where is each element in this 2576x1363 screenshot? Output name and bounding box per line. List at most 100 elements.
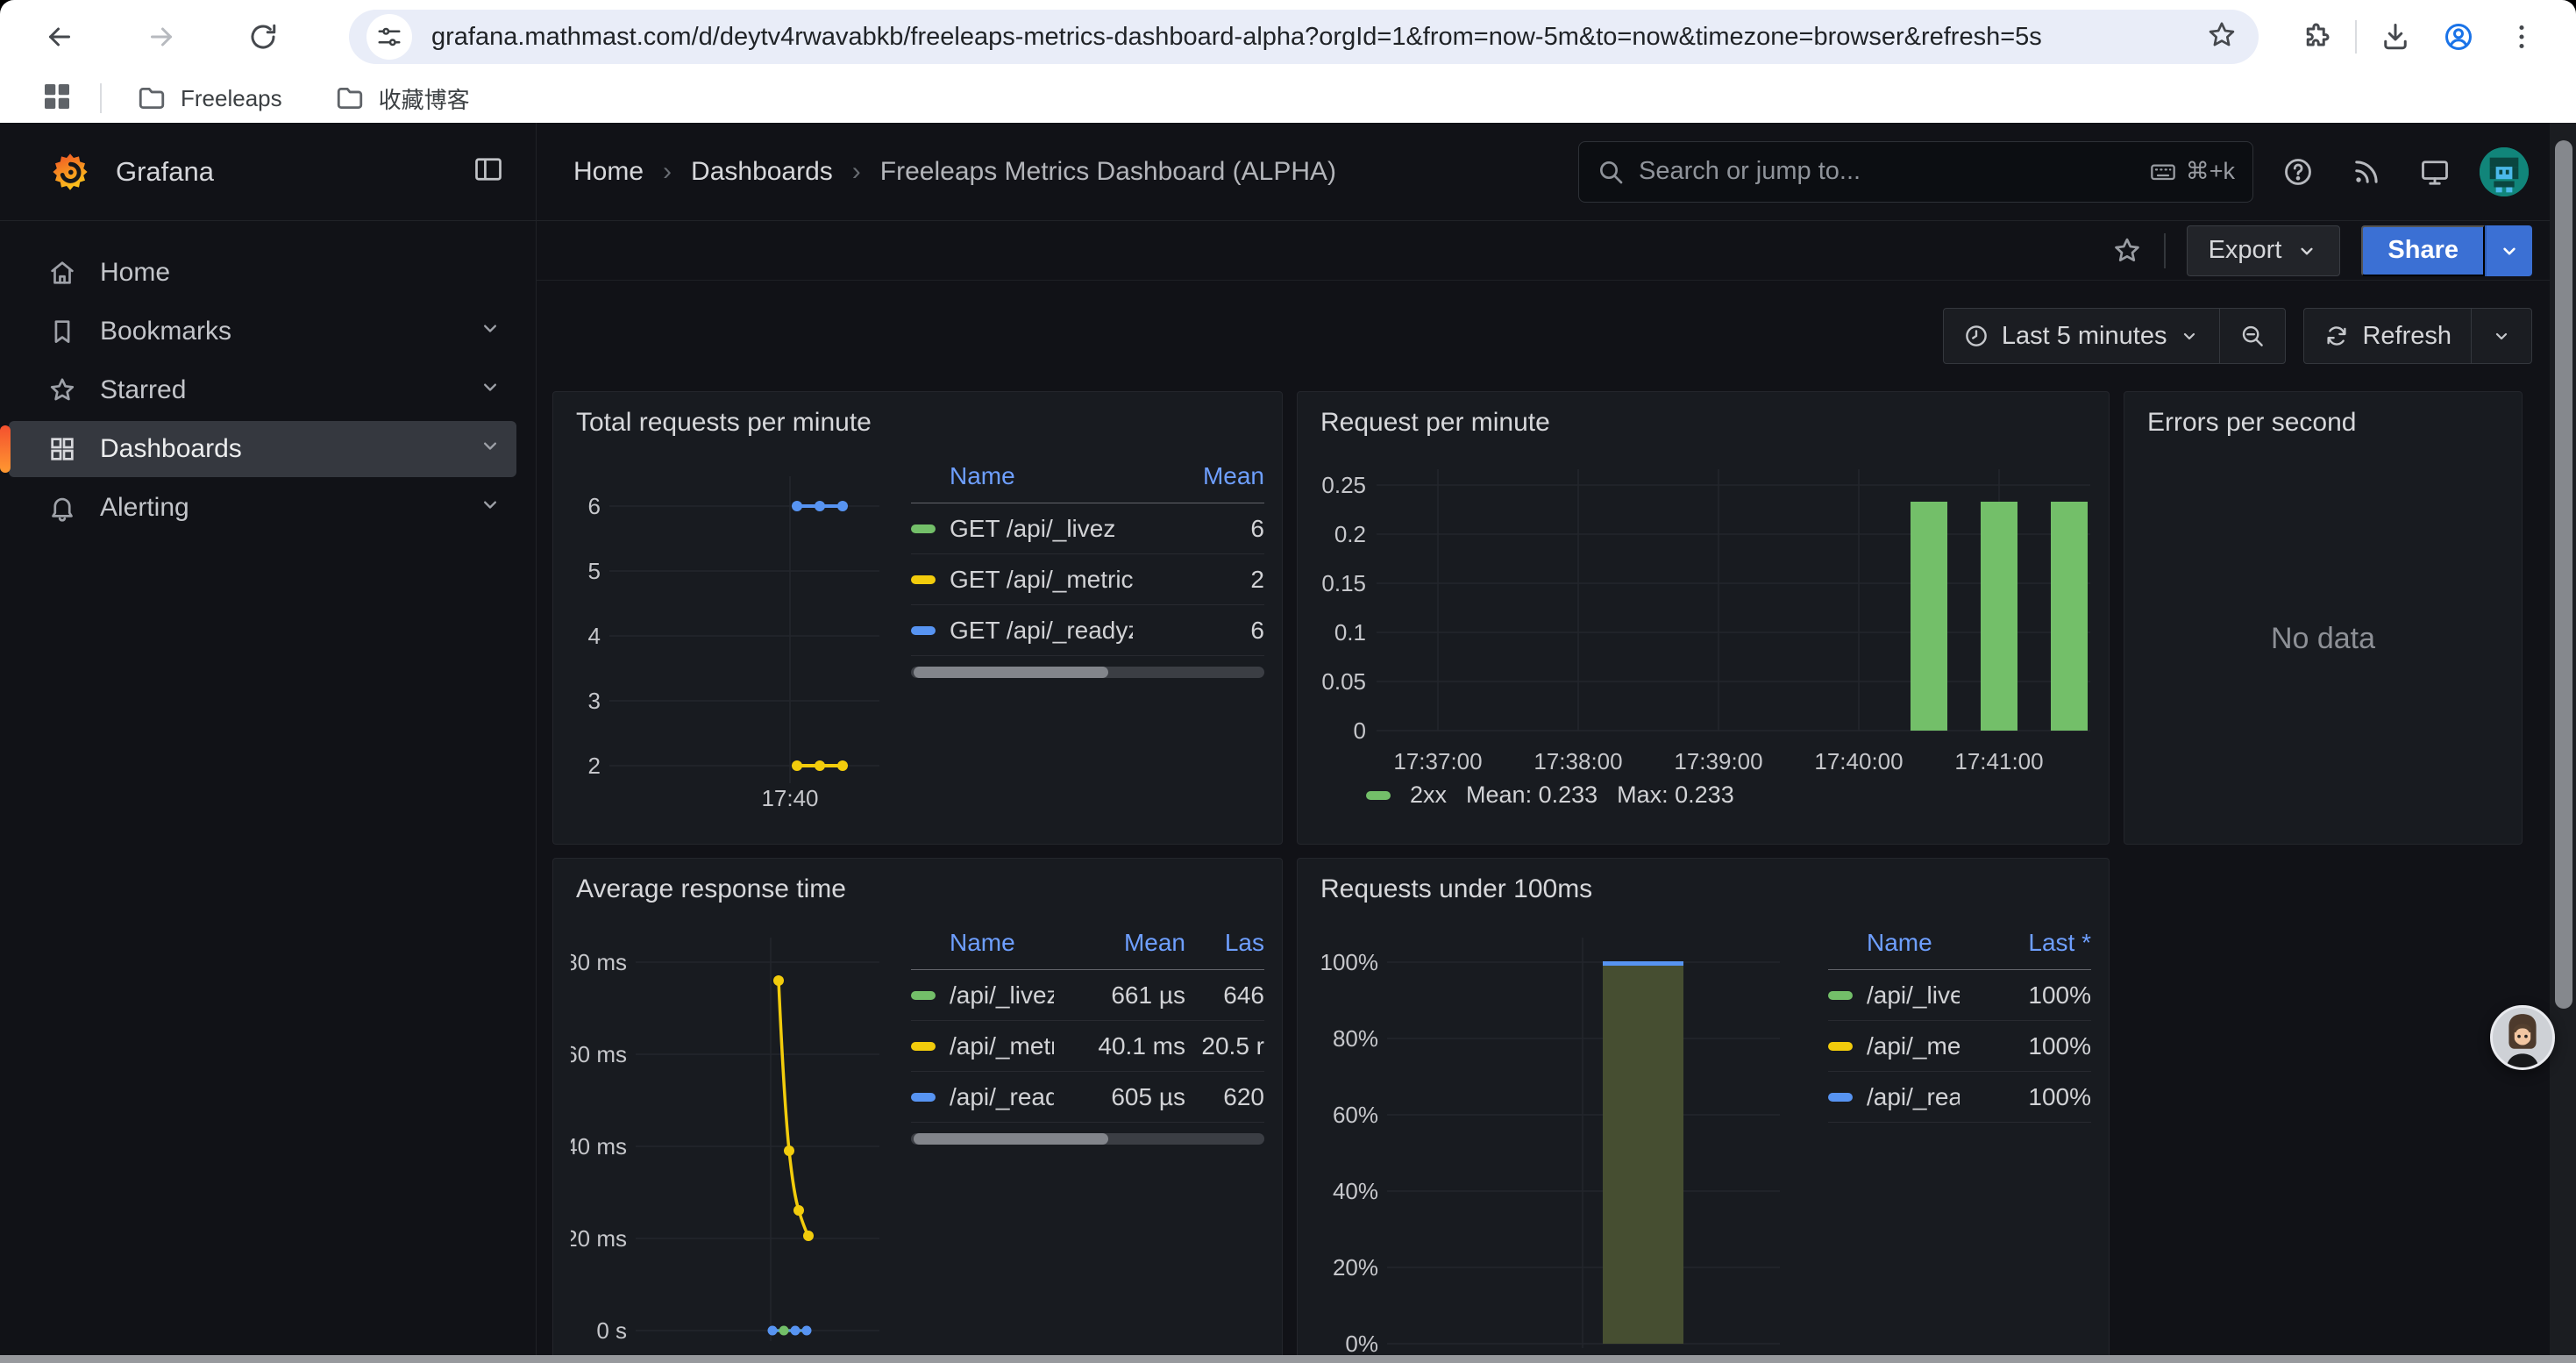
series-name[interactable]: GET /api/_readyz [950,617,1133,645]
forward-arrow-icon [146,21,177,53]
chevron-down-icon[interactable] [478,375,502,406]
chevron-down-icon[interactable] [478,316,502,347]
series-color-pill[interactable] [911,525,936,533]
profile-icon [2443,21,2474,53]
share-button[interactable]: Share [2361,225,2485,276]
app-body: Home Bookmarks Starred Dashboards [0,221,2576,1363]
panel-title[interactable]: Total requests per minute [576,408,1264,438]
series-name[interactable]: /api/_livez [1867,981,1960,1010]
sidebar-item-bookmarks[interactable]: Bookmarks [9,303,516,360]
sidebar-item-starred[interactable]: Starred [9,362,516,418]
panel-title[interactable]: Average response time [576,874,1264,904]
legend-header-name[interactable]: Name [950,462,1133,490]
star-icon [2111,235,2143,267]
forward-button[interactable] [137,12,186,61]
search-icon [1597,158,1625,186]
url-bar[interactable]: grafana.mathmast.com/d/deytv4rwavabkb/fr… [349,10,2259,64]
series-name[interactable]: 2xx [1410,781,1447,809]
site-settings-icon[interactable] [366,14,412,60]
series-color-pill[interactable] [911,1042,936,1051]
y-tick: 0% [1345,1331,1378,1357]
series-mean: 40.1 ms [1054,1032,1185,1060]
series-name[interactable]: /api/_metrics [1867,1032,1960,1060]
news-button[interactable] [2343,156,2390,188]
chevron-down-icon[interactable] [478,492,502,524]
series-name[interactable]: /api/_metrics [950,1032,1054,1060]
series-color-pill[interactable] [1828,1093,1853,1102]
legend-scrollbar-thumb[interactable] [914,1133,1108,1145]
x-tick: 17:37:00 [1393,748,1482,774]
series-color-pill[interactable] [911,575,936,584]
bookmark-folder-blogs[interactable]: 收藏博客 [335,82,470,115]
browser-profile-button[interactable] [2434,21,2483,53]
panel-request-per-minute: Request per minute [1297,391,2110,845]
favorite-dashboard-button[interactable] [2111,235,2143,267]
legend-header-last[interactable]: Last * [1960,929,2091,957]
refresh-button[interactable]: Refresh [2304,309,2471,363]
legend-header-mean[interactable]: Mean [1133,462,1264,490]
legend-scrollbar[interactable] [911,1133,1264,1145]
series-name[interactable]: /api/_livez [950,981,1054,1010]
zoom-out-button[interactable] [2219,309,2285,363]
chevron-down-icon[interactable] [478,433,502,465]
legend-header-name[interactable]: Name [950,929,1054,957]
series-color-pill[interactable] [1366,791,1391,800]
breadcrumb-home[interactable]: Home [573,157,644,187]
legend-scrollbar[interactable] [911,667,1264,678]
page-scrollbar[interactable] [2550,123,2576,1355]
legend-header-name[interactable]: Name [1867,929,1960,957]
brand-name: Grafana [116,156,214,188]
sidebar-item-dashboards[interactable]: Dashboards [9,421,516,477]
series-color-pill[interactable] [911,626,936,635]
sidebar-toggle-button[interactable] [473,153,504,189]
horizontal-scrollbar[interactable] [0,1355,2576,1363]
reload-button[interactable] [238,12,288,61]
series-name[interactable]: /api/_readyz [950,1083,1054,1111]
refresh-interval-button[interactable] [2471,309,2531,363]
series-max: Max: 0.233 [1617,781,1734,809]
series-name[interactable]: /api/_readyz [1867,1083,1960,1111]
export-button[interactable]: Export [2187,225,2341,276]
panel-title[interactable]: Request per minute [1320,408,2091,438]
bookmark-star-icon[interactable] [2206,19,2238,55]
legend-header-mean[interactable]: Mean [1054,929,1185,957]
time-range-picker[interactable]: Last 5 minutes [1944,309,2220,363]
breadcrumb-dashboards[interactable]: Dashboards [691,157,833,187]
sidebar-item-alerting[interactable]: Alerting [9,480,516,536]
panel-avg-response-time: Average response time 80 ms 60 [552,858,1283,1363]
extensions-button[interactable] [2292,21,2341,53]
series-color-pill[interactable] [1828,991,1853,1000]
panel-title[interactable]: Requests under 100ms [1320,874,2091,904]
under-100ms-chart[interactable]: 100% 80% 60% 40% 20% 0% 17:40 [1315,910,1793,1363]
kiosk-mode-button[interactable] [2411,156,2459,188]
browser-menu-button[interactable] [2497,21,2546,53]
panel-title[interactable]: Errors per second [2147,408,2504,438]
share-menu-button[interactable] [2485,225,2532,276]
page-scrollbar-thumb[interactable] [2555,140,2572,1009]
series-name[interactable]: GET /api/_metrics [950,566,1133,594]
total-requests-chart[interactable]: 6 5 4 3 2 17:40 [571,443,886,811]
series-color-pill[interactable] [911,991,936,1000]
sidebar-item-home[interactable]: Home [9,245,516,301]
floating-assistant-avatar[interactable] [2490,1005,2555,1070]
user-avatar[interactable] [2480,147,2529,196]
legend-header-last[interactable]: Las [1185,929,1264,957]
legend-row: /api/_metrics 100% [1828,1021,2091,1072]
legend-scrollbar-thumb[interactable] [914,667,1108,678]
y-tick: 3 [588,688,601,714]
help-button[interactable] [2274,156,2322,188]
avg-response-chart[interactable]: 80 ms 60 ms 40 ms 20 ms 0 s [571,910,886,1363]
series-mean: Mean: 0.233 [1466,781,1598,809]
series-color-pill[interactable] [911,1093,936,1102]
apps-grid-button[interactable] [39,78,75,119]
search-input[interactable]: Search or jump to... ⌘+k [1578,141,2253,203]
downloads-button[interactable] [2371,21,2420,53]
series-last: 100% [1960,1032,2091,1060]
grafana-logo[interactable] [49,151,91,193]
bookmark-folder-freeleaps[interactable]: Freeleaps [137,83,282,113]
series-color-pill[interactable] [1828,1042,1853,1051]
back-button[interactable] [35,12,84,61]
series-name[interactable]: GET /api/_livez [950,515,1133,543]
legend-row: /api/_livez 661 µs 646 [911,970,1264,1021]
request-per-minute-chart[interactable]: 0.25 0.2 0.15 0.1 0.05 0 17:37:00 17: [1315,443,2094,778]
